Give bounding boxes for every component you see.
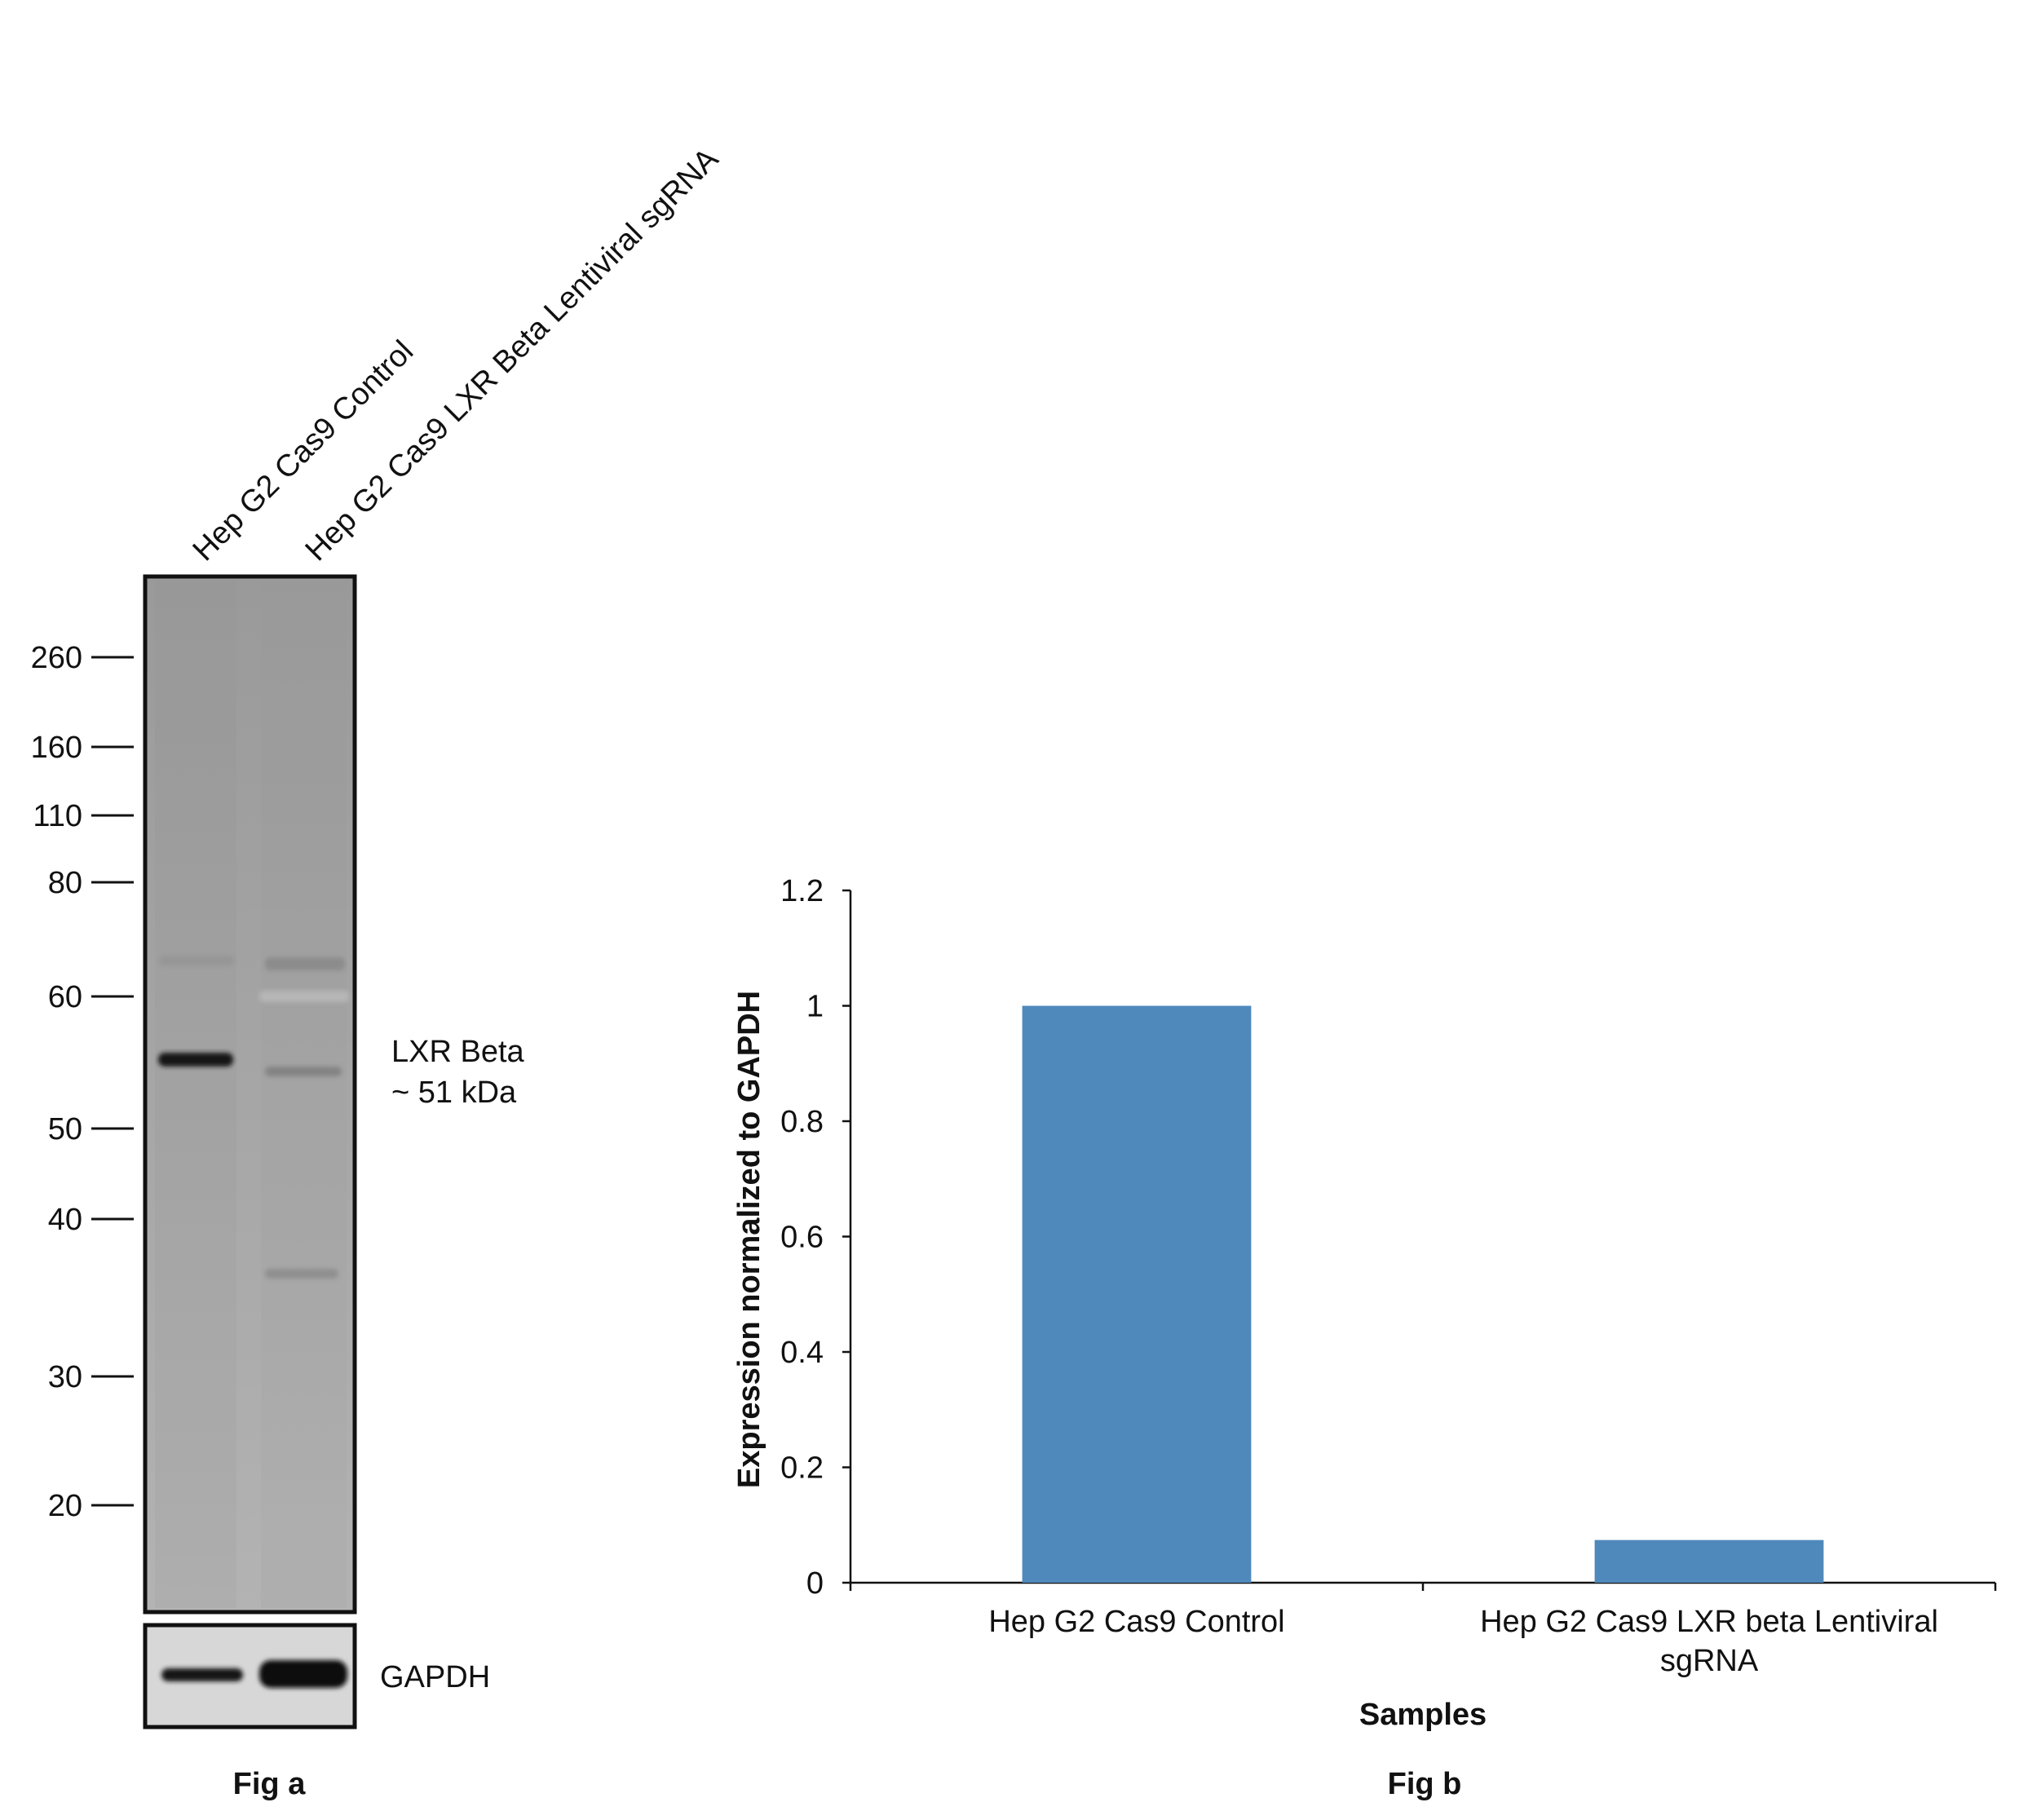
x-category-label: Hep G2 Cas9 Control [988,1605,1284,1639]
bar-series [1022,1005,1824,1583]
x-axis [849,1581,1997,1591]
x-category-label: Hep G2 Cas9 LXR beta Lentiviral [1480,1605,1938,1639]
western-blot-panel: Hep G2 Cas9 Control Hep G2 Cas9 LXR Beta… [31,141,726,1801]
fig-a-caption: Fig a [233,1767,307,1801]
fig-b-caption: Fig b [1388,1767,1462,1801]
y-axis: 0 0.2 0.4 0.6 0.8 1 1.2 [780,874,852,1601]
faint-band-35-lane2 [265,1269,338,1279]
y-axis-title: Expression normalized to GAPDH [732,991,767,1488]
mw-label-50: 50 [48,1112,82,1146]
faint-band-60-lane2 [259,991,349,1002]
mw-marker-group: 260 160 110 80 60 50 40 30 20 [31,641,134,1523]
band-label-name: LXR Beta [391,1035,525,1069]
lane-streak-1 [155,581,236,1608]
y-tick-label: 0 [806,1566,824,1601]
gapdh-label: GAPDH [380,1660,490,1694]
faint-band-70-lane1 [159,956,234,965]
lxr-beta-band-lane1 [158,1053,233,1067]
bar-chart-panel: 00.20.40.60.811.2 Hep G2 Cas9 Control Hep… [732,874,1997,1801]
y-tick-label: 1 [806,990,824,1024]
mw-label-110: 110 [33,799,82,833]
x-category-label: sgRNA [1660,1644,1759,1678]
mw-label-30: 30 [48,1360,82,1394]
faint-band-70-lane2 [265,957,345,970]
mw-label-160: 160 [31,731,82,765]
y-tick-label: 0.4 [780,1336,824,1370]
lane-streak-2 [261,581,347,1608]
x-axis-title: Samples [1359,1698,1487,1732]
gapdh-band-lane1 [161,1668,243,1681]
y-tick-label: 0.2 [780,1451,824,1486]
blot-membrane [143,574,357,1615]
bar-2 [1594,1539,1824,1583]
mw-label-20: 20 [48,1489,82,1523]
mw-label-260: 260 [31,641,82,675]
y-tick-label: 0.8 [780,1105,824,1139]
gapdh-band-lane2 [259,1660,347,1688]
lane-label-2: Hep G2 Cas9 LXR Beta Lentiviral sgRNA [299,141,726,568]
mw-label-60: 60 [48,980,82,1014]
y-tick-label: 1.2 [780,874,824,908]
lane-label-1: Hep G2 Cas9 Control [187,334,421,568]
y-tick-label: 0.6 [780,1221,824,1255]
band-label-mw: ~ 51 kDa [391,1076,517,1110]
category-labels: Hep G2 Cas9 Control Hep G2 Cas9 LXR beta … [988,1605,1938,1678]
mw-label-40: 40 [48,1203,82,1237]
faint-band-55-lane2 [265,1067,342,1076]
mw-label-80: 80 [48,866,82,900]
bar-1 [1022,1005,1252,1583]
